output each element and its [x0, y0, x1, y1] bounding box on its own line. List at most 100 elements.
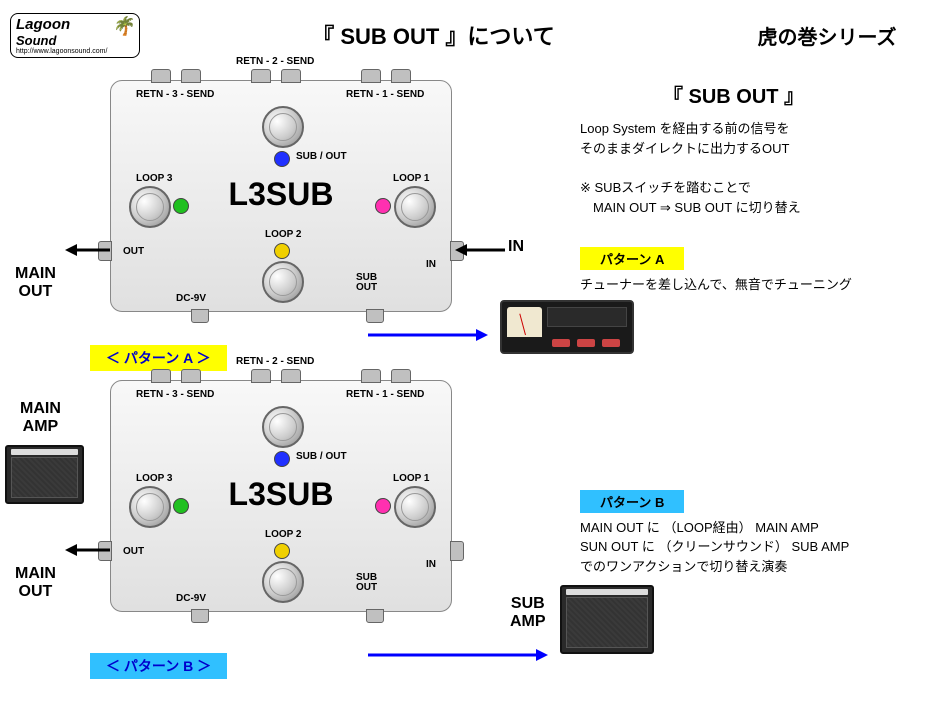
- retn1-label: RETN - 1 - SEND: [346, 389, 424, 400]
- jack-icon: [251, 69, 271, 83]
- jack-icon: [151, 369, 171, 383]
- pattern-a-box: パターン A: [580, 247, 684, 270]
- pedal-b: RETN - 2 - SEND RETN - 3 - SEND RETN - 1…: [110, 380, 452, 612]
- main-out-label: MAINOUT: [15, 565, 56, 600]
- jack-icon: [181, 369, 201, 383]
- sub-out-bottom-label: SUBOUT: [356, 573, 377, 593]
- footswitch-loop2: [262, 561, 304, 603]
- logo: Lagoon Sound http://www.lagoonsound.com/…: [10, 13, 140, 58]
- info-desc2-line2: MAIN OUT ⇒ SUB OUT に切り替え: [580, 200, 801, 215]
- dc9v-label: DC-9V: [176, 593, 206, 604]
- jack-icon: [391, 369, 411, 383]
- info-desc1: Loop System を経由する前の信号を そのままダイレクトに出力するOUT: [580, 119, 927, 158]
- footswitch-loop3: [129, 186, 171, 228]
- arrow-blue-icon: [368, 325, 488, 345]
- jack-icon: [361, 69, 381, 83]
- pattern-a-tag: ＜ パターン A ＞: [90, 345, 227, 371]
- main-amp-label: MAINAMP: [20, 400, 61, 435]
- led-green: [173, 498, 189, 514]
- jack-icon: [366, 309, 384, 323]
- tuner-btn-icon: [577, 339, 595, 347]
- jack-icon: [281, 369, 301, 383]
- tuner-icon: [500, 300, 634, 354]
- jack-icon: [191, 609, 209, 623]
- pedal-a: RETN - 2 - SEND RETN - 3 - SEND RETN - 1…: [110, 80, 452, 312]
- in-label: IN: [426, 259, 436, 270]
- arrow-left-icon: [65, 540, 110, 560]
- led-green: [173, 198, 189, 214]
- jack-icon: [391, 69, 411, 83]
- main-out-label: MAINOUT: [15, 265, 56, 300]
- sub-out-label: SUB / OUT: [296, 151, 347, 162]
- loop2-label: LOOP 2: [265, 229, 302, 240]
- footswitch-loop2: [262, 261, 304, 303]
- retn3-label: RETN - 3 - SEND: [136, 389, 214, 400]
- tuner-btn-icon: [552, 339, 570, 347]
- led-yellow: [274, 243, 290, 259]
- loop3-label: LOOP 3: [136, 173, 173, 184]
- jack-icon: [251, 369, 271, 383]
- footswitch-loop3: [129, 486, 171, 528]
- retn3-label: RETN - 3 - SEND: [136, 89, 214, 100]
- main-amp-icon: [5, 445, 84, 504]
- loop1-label: LOOP 1: [393, 473, 430, 484]
- pattern-b-text1: MAIN OUT に （LOOP経由） MAIN AMP: [580, 520, 819, 535]
- info-desc2: ※ SUBスイッチを踏むことで MAIN OUT ⇒ SUB OUT に切り替え: [580, 178, 927, 217]
- tuner-meter-icon: [507, 307, 542, 337]
- left-column: RETN - 2 - SEND RETN - 3 - SEND RETN - 1…: [10, 70, 530, 690]
- sub-amp-icon: [560, 585, 654, 654]
- led-pink: [375, 498, 391, 514]
- footswitch-sub: [262, 406, 304, 448]
- led-blue: [274, 151, 290, 167]
- jack-icon: [151, 69, 171, 83]
- jack-icon: [181, 69, 201, 83]
- footswitch-loop1: [394, 186, 436, 228]
- info-desc1-line2: そのままダイレクトに出力するOUT: [580, 141, 789, 156]
- loop2-label: LOOP 2: [265, 529, 302, 540]
- out-label: OUT: [123, 246, 144, 257]
- main: RETN - 2 - SEND RETN - 3 - SEND RETN - 1…: [10, 70, 927, 690]
- tuner-display-icon: [547, 307, 627, 327]
- in-ext-label: IN: [508, 238, 524, 256]
- jack-icon: [450, 541, 464, 561]
- footswitch-sub: [262, 106, 304, 148]
- logo-url: http://www.lagoonsound.com/: [16, 48, 134, 55]
- palm-icon: 🌴: [112, 16, 134, 37]
- retn1-label: RETN - 1 - SEND: [346, 89, 424, 100]
- info-desc2-line1: ※ SUBスイッチを踏むことで: [580, 180, 751, 195]
- arrow-left-icon: [65, 240, 110, 260]
- sub-out-bottom-label: SUBOUT: [356, 273, 377, 293]
- info-title: 『 SUB OUT 』: [540, 80, 927, 109]
- jack-icon: [361, 369, 381, 383]
- jack-icon: [281, 69, 301, 83]
- sub-out-label: SUB / OUT: [296, 451, 347, 462]
- footswitch-loop1: [394, 486, 436, 528]
- jack-icon: [366, 609, 384, 623]
- header: Lagoon Sound http://www.lagoonsound.com/…: [10, 10, 927, 60]
- sub-amp-label: SUBAMP: [510, 595, 546, 630]
- led-yellow: [274, 543, 290, 559]
- retn2-label: RETN - 2 - SEND: [236, 56, 314, 67]
- series-title: 虎の巻シリーズ: [727, 21, 927, 50]
- pattern-b-section: MAINAMP RETN - 2 - SEND RETN - 3 - SEND …: [10, 370, 530, 690]
- led-pink: [375, 198, 391, 214]
- pattern-b-text2: SUN OUT に （クリーンサウンド） SUB AMP: [580, 539, 849, 554]
- loop1-label: LOOP 1: [393, 173, 430, 184]
- arrow-in-icon: [455, 240, 505, 260]
- loop3-label: LOOP 3: [136, 473, 173, 484]
- pattern-b-text: MAIN OUT に （LOOP経由） MAIN AMP SUN OUT に （…: [580, 518, 927, 577]
- pattern-a-text: チューナーを差し込んで、無音でチューニング: [580, 275, 927, 295]
- page-title: 『 SUB OUT 』について: [140, 19, 727, 51]
- arrow-blue-icon: [368, 645, 548, 665]
- pattern-b-box: パターン B: [580, 490, 684, 513]
- pedal-name: L3SUB: [229, 176, 334, 213]
- pattern-a-section: RETN - 2 - SEND RETN - 3 - SEND RETN - 1…: [10, 70, 530, 370]
- jack-icon: [191, 309, 209, 323]
- info-desc1-line1: Loop System を経由する前の信号を: [580, 121, 790, 136]
- pedal-name: L3SUB: [229, 476, 334, 513]
- tuner-btn-icon: [602, 339, 620, 347]
- out-label: OUT: [123, 546, 144, 557]
- pattern-b-tag: ＜ パターン B ＞: [90, 653, 227, 679]
- dc9v-label: DC-9V: [176, 293, 206, 304]
- led-blue: [274, 451, 290, 467]
